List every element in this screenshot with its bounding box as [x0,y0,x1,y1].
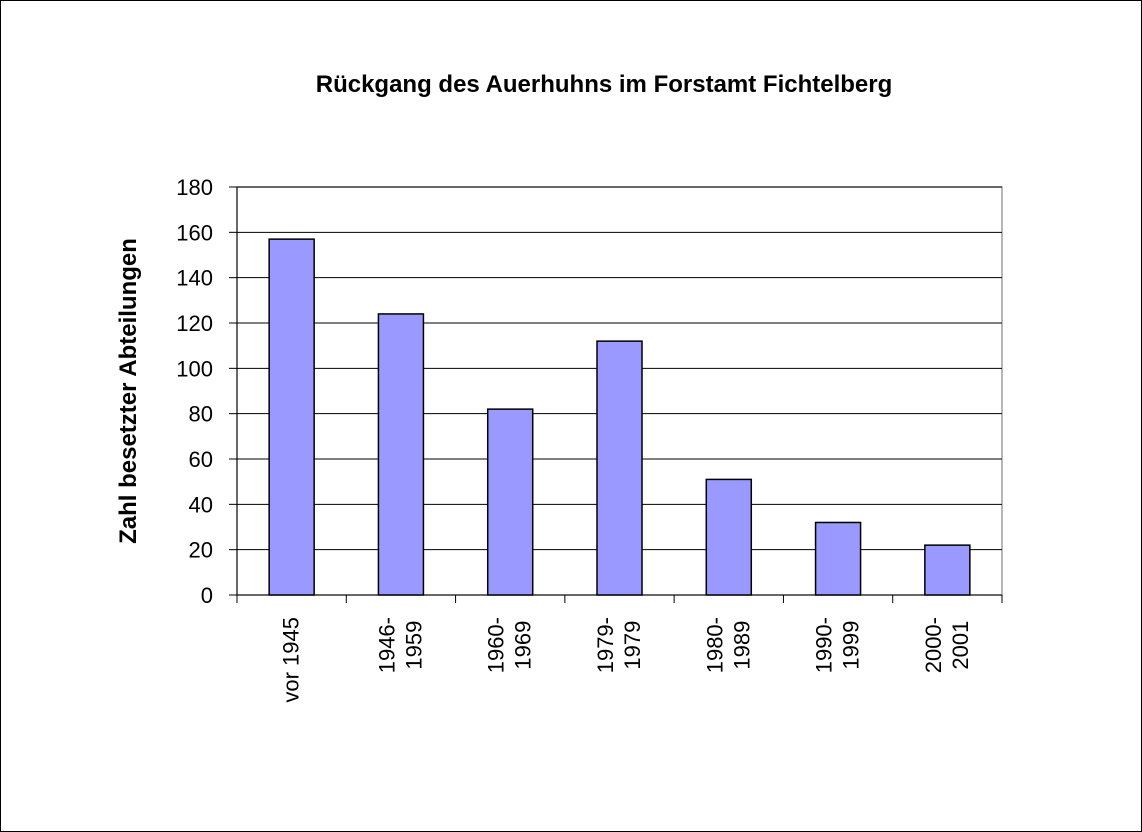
x-tick-label: 1990-1999 [812,617,864,673]
y-tick-label: 160 [176,220,213,245]
x-tick-label: 1979-1979 [593,617,645,673]
y-tick-label: 180 [176,175,213,200]
y-tick-label: 140 [176,266,213,291]
y-tick-label: 120 [176,311,213,336]
bar [596,340,643,596]
bar [924,544,971,596]
y-tick-label: 80 [189,402,213,427]
x-tick-label: 1946-1959 [374,617,426,673]
x-tick-label: 2000-2001 [921,617,973,673]
y-tick-label: 60 [189,447,213,472]
y-tick-label: 20 [189,538,213,563]
y-axis-label: Zahl besetzter Abteilungen [115,238,142,544]
y-tick-label: 0 [201,583,213,608]
chart-title: Rückgang des Auerhuhns im Forstamt Ficht… [316,71,893,98]
x-tick-label: vor 1945 [279,617,304,703]
y-tick-label: 100 [176,356,213,381]
x-tick-label: 1960-1969 [484,617,536,673]
y-tick-label: 40 [189,492,213,517]
bar [486,408,534,596]
bar [814,521,862,596]
bar [268,238,315,596]
x-tick-label: 1980-1989 [702,617,754,673]
bar [377,313,425,596]
bar [705,478,753,596]
